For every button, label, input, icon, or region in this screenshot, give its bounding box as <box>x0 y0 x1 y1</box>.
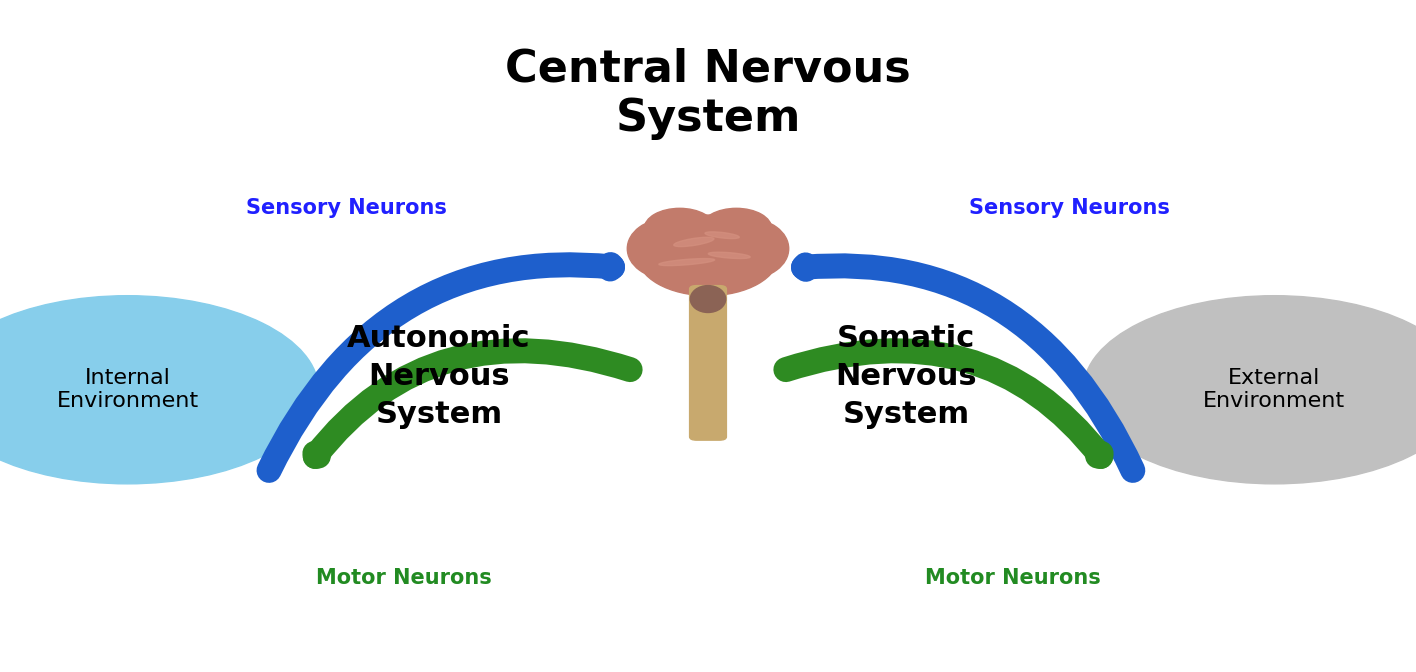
Ellipse shape <box>701 208 772 249</box>
Ellipse shape <box>658 259 715 265</box>
Text: Motor Neurons: Motor Neurons <box>925 568 1100 588</box>
Text: Somatic
Nervous
System: Somatic Nervous System <box>835 324 977 429</box>
Text: Sensory Neurons: Sensory Neurons <box>246 198 447 218</box>
Ellipse shape <box>707 218 789 279</box>
Ellipse shape <box>644 208 715 249</box>
Ellipse shape <box>705 232 739 239</box>
FancyBboxPatch shape <box>690 286 726 440</box>
Text: External
Environment: External Environment <box>1204 368 1345 411</box>
Text: Sensory Neurons: Sensory Neurons <box>969 198 1170 218</box>
Text: Central Nervous
System: Central Nervous System <box>506 47 910 140</box>
Ellipse shape <box>674 237 714 247</box>
Text: Autonomic
Nervous
System: Autonomic Nervous System <box>347 324 531 429</box>
Ellipse shape <box>691 286 726 312</box>
Ellipse shape <box>1083 296 1416 484</box>
Text: Motor Neurons: Motor Neurons <box>316 568 491 588</box>
Text: Internal
Environment: Internal Environment <box>57 368 198 411</box>
Ellipse shape <box>627 218 709 279</box>
Ellipse shape <box>637 215 779 296</box>
Ellipse shape <box>0 296 319 484</box>
Ellipse shape <box>708 252 750 259</box>
